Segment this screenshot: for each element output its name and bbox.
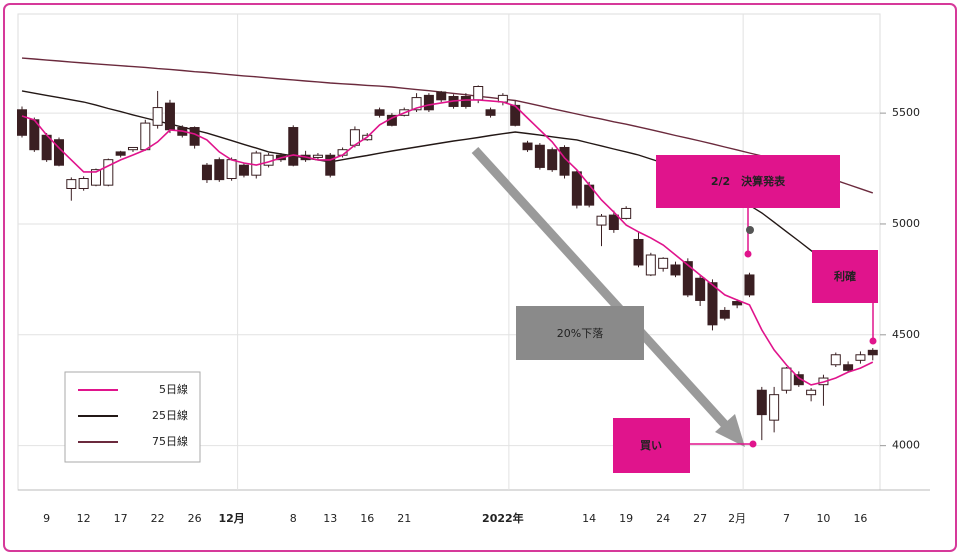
x-tick-label: 12月 [218,512,244,525]
candle-body [103,159,114,186]
candle-body [621,207,632,219]
callout-label: 買い [640,439,662,452]
candle-body [473,86,484,101]
moving-average-line [21,57,874,194]
legend-label: 5日線 [159,382,188,396]
candle-body [645,254,656,276]
x-tick-label: 22 [151,512,165,525]
candle-body [127,146,138,151]
y-tick-label: 4500 [892,328,920,341]
candles [17,85,878,441]
candle-body [115,151,126,156]
decline-arrow [471,146,732,432]
candle-body [325,154,336,176]
candle-body [806,389,817,396]
candle-body [670,264,681,276]
candle-body [312,154,323,158]
candle-body [744,274,755,296]
candle-body [855,354,866,361]
x-tick-label: 21 [397,512,411,525]
candle-body [436,91,447,101]
x-tick-label: 26 [188,512,202,525]
candle-body [843,364,854,371]
x-tick-label: 27 [693,512,707,525]
callout-label: 利確 [834,269,856,283]
candle-body [695,277,706,301]
candle-body [781,367,792,391]
x-tick-label: 9 [43,512,50,525]
candle-body [719,309,730,319]
x-tick-label: 2022年 [482,511,524,525]
candle-body [485,109,496,116]
y-tick-label: 5000 [892,217,920,230]
decline-label: 20%下落 [557,327,603,340]
legend-label: 25日線 [152,408,188,422]
candle-body [374,109,385,116]
candle-body [830,354,841,366]
candle-body [90,169,101,186]
x-tick-label: 14 [582,512,596,525]
candle-body [152,107,163,126]
x-tick-label: 16 [360,512,374,525]
x-tick-label: 12 [77,512,91,525]
candle-body [571,171,582,206]
candle-body [534,144,545,168]
candle-body [140,122,151,151]
candle-body [756,389,767,416]
callout-box [613,418,690,473]
candle-body [596,215,607,226]
x-tick-label: 17 [114,512,128,525]
moving-average-line [21,99,874,386]
candle-body [732,301,743,306]
candle-body [17,109,27,136]
candle-body [201,164,212,181]
y-tick-label: 4000 [892,439,920,452]
legend-label: 75日線 [152,434,188,448]
decline-box [516,306,644,360]
x-tick-label: 24 [656,512,670,525]
callout-label: 2/2 決算発表 [711,174,786,188]
x-tick-label: 16 [853,512,867,525]
x-tick-label: 10 [816,512,830,525]
candle-body [214,159,225,181]
callout-dot [746,226,754,234]
callout-box [812,250,878,303]
callout-box [656,155,840,208]
candle-body [769,394,780,421]
decline-arrowhead [715,414,745,447]
callout-dot [869,337,877,345]
candle-body [411,97,422,111]
candle-body [682,261,693,296]
candle-body [288,127,299,166]
candle-body [867,349,878,356]
candle-body [608,214,619,231]
candle-body [633,238,644,266]
x-tick-label: 13 [323,512,337,525]
callout-dot [744,250,752,258]
callout-dot [749,440,757,448]
candle-body [658,257,669,269]
x-tick-label: 19 [619,512,633,525]
candle-body [423,94,434,111]
candle-body [547,149,558,171]
candle-body [707,282,718,326]
y-tick-label: 5500 [892,106,920,119]
candle-body [226,159,237,180]
x-tick-label: 7 [783,512,790,525]
x-tick-label: 2月 [728,512,746,525]
candle-body [238,164,249,176]
candle-body [66,179,77,189]
x-tick-label: 8 [290,512,297,525]
candle-body [164,102,175,131]
candle-body [460,95,471,107]
candle-body [78,178,89,189]
candle-body [522,142,533,151]
